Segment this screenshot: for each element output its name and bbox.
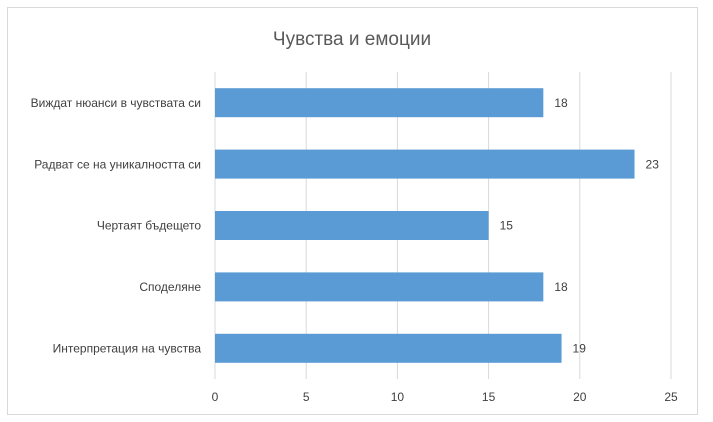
x-tick-label: 25 bbox=[664, 390, 678, 404]
bar bbox=[215, 333, 562, 363]
bar bbox=[215, 149, 635, 179]
bar bbox=[215, 88, 544, 118]
value-label: 18 bbox=[554, 96, 568, 110]
value-label: 15 bbox=[500, 219, 514, 233]
chart-title: Чувства и емоции bbox=[273, 29, 431, 50]
x-tick-label: 5 bbox=[303, 390, 310, 404]
x-tick-label: 15 bbox=[482, 390, 496, 404]
value-label: 19 bbox=[573, 341, 587, 355]
x-tick-label: 20 bbox=[573, 390, 587, 404]
x-tick-label: 10 bbox=[391, 390, 405, 404]
value-label: 18 bbox=[554, 280, 568, 294]
value-label: 23 bbox=[646, 157, 660, 171]
y-tick-label: Интерпретация на чувства bbox=[53, 341, 202, 355]
y-tick-label: Радват се на уникалността си bbox=[34, 157, 201, 171]
bar bbox=[215, 211, 489, 240]
y-tick-label: Чертаят бъдещето bbox=[97, 219, 201, 233]
y-tick-label: Виждат нюанси в чувствата си bbox=[31, 96, 201, 110]
bar bbox=[215, 272, 544, 302]
x-tick-label: 0 bbox=[212, 390, 219, 404]
y-tick-label: Споделяне bbox=[139, 280, 201, 294]
